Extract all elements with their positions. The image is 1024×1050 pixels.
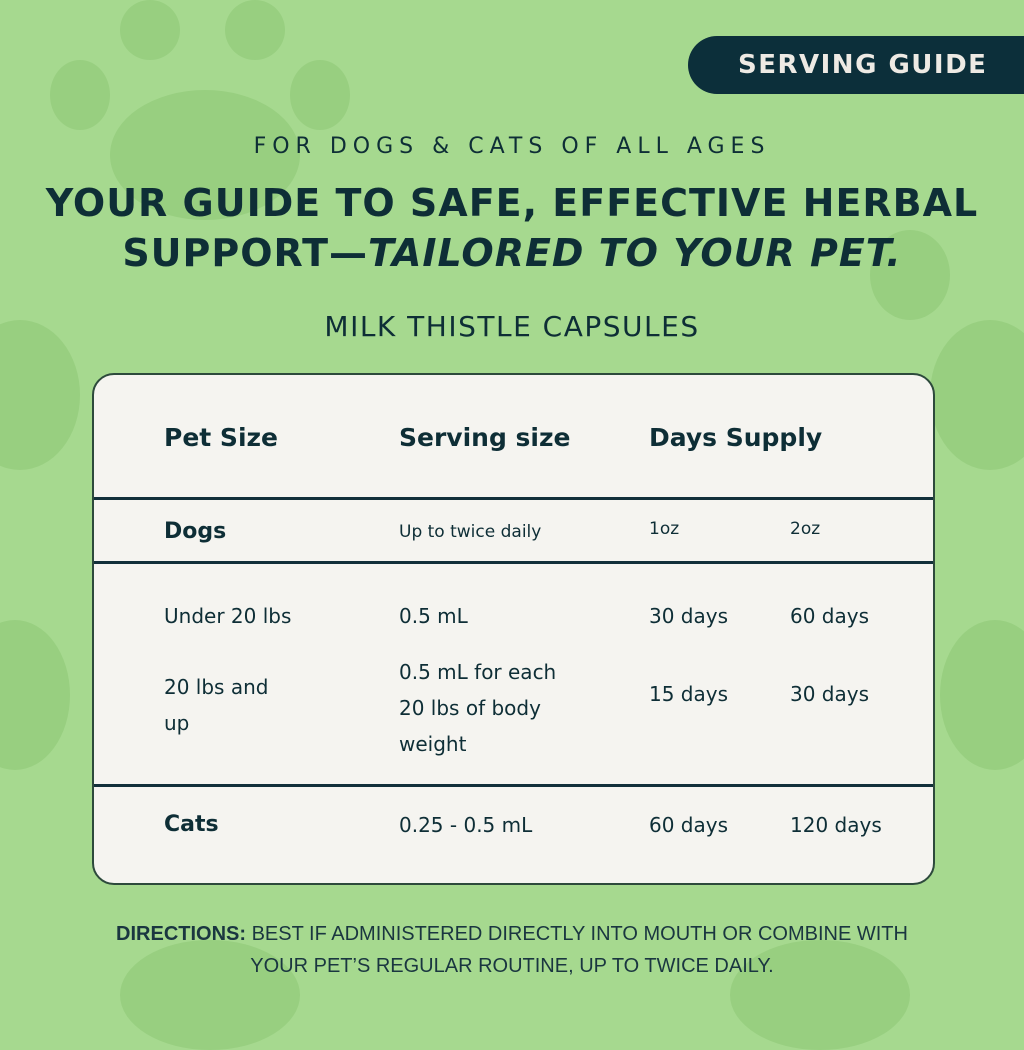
directions-label: DIRECTIONS: <box>116 923 247 945</box>
headline-line1: YOUR GUIDE TO SAFE, EFFECTIVE HERBAL <box>45 181 979 225</box>
divider <box>94 561 933 564</box>
cats-serving: 0.25 - 0.5 mL <box>399 813 533 837</box>
header-serving-size: Serving size <box>399 423 571 452</box>
row-under-20-size: Under 20 lbs <box>164 604 292 628</box>
row-20-up-size: 20 lbs and up <box>164 669 268 741</box>
headline-plain: SUPPORT— <box>122 231 369 275</box>
cats-1oz: 60 days <box>649 813 729 837</box>
product-name: MILK THISTLE CAPSULES <box>324 310 700 343</box>
divider <box>94 784 933 787</box>
headline: YOUR GUIDE TO SAFE, EFFECTIVE HERBAL SUP… <box>0 178 1024 278</box>
subtitle: FOR DOGS & CATS OF ALL AGES <box>253 134 771 159</box>
row-under-20-serving: 0.5 mL <box>399 604 468 628</box>
row-20-up-1oz: 15 days <box>649 682 729 706</box>
headline-line2: SUPPORT—TAILORED TO YOUR PET. <box>0 228 1024 278</box>
serving-line: 20 lbs of body <box>399 696 541 720</box>
size-2oz: 2oz <box>790 519 821 539</box>
size-line: 20 lbs and <box>164 675 269 699</box>
serving-table: Pet Size Serving size Days Supply Dogs U… <box>92 373 935 885</box>
dogs-label: Dogs <box>164 519 227 544</box>
header-days-supply: Days Supply <box>649 423 823 452</box>
row-20-up-serving: 0.5 mL for each 20 lbs of body weight <box>399 654 556 762</box>
row-under-20-1oz: 30 days <box>649 604 729 628</box>
serving-guide-badge: SERVING GUIDE <box>688 36 1024 94</box>
row-under-20-2oz: 60 days <box>790 604 870 628</box>
size-1oz: 1oz <box>649 519 680 539</box>
serving-line: weight <box>399 732 467 756</box>
headline-italic: TAILORED TO YOUR PET. <box>368 231 902 275</box>
directions-text: BEST IF ADMINISTERED DIRECTLY INTO MOUTH… <box>251 923 908 945</box>
serving-line: 0.5 mL for each <box>399 660 557 684</box>
row-20-up-2oz: 30 days <box>790 682 870 706</box>
divider <box>94 497 933 500</box>
directions: DIRECTIONS: BEST IF ADMINISTERED DIRECTL… <box>0 918 1024 982</box>
cats-2oz: 120 days <box>790 813 882 837</box>
header-pet-size: Pet Size <box>164 423 279 452</box>
dogs-serving: Up to twice daily <box>399 522 542 542</box>
cats-label: Cats <box>164 812 219 837</box>
directions-text: YOUR PET’S REGULAR ROUTINE, UP TO TWICE … <box>250 955 774 977</box>
size-line: up <box>164 711 190 735</box>
